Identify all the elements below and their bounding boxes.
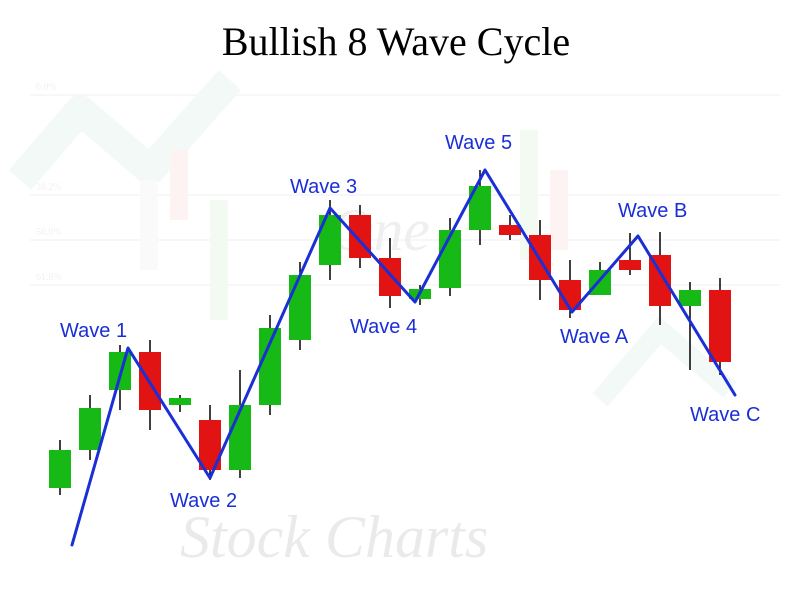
wave-label: Wave 5 — [445, 132, 512, 155]
bull-candle — [289, 275, 311, 340]
bear-candle — [619, 260, 641, 270]
bear-candle — [499, 225, 521, 235]
wave-label: Wave B — [618, 200, 687, 223]
bear-candle — [649, 255, 671, 306]
wave-label: Wave 3 — [290, 176, 357, 199]
wave-label: Wave 4 — [350, 316, 417, 339]
bull-candle — [589, 270, 611, 295]
wave-label: Wave 1 — [60, 320, 127, 343]
bull-candle — [49, 450, 71, 488]
bear-candle — [709, 290, 731, 362]
bull-candle — [79, 408, 101, 450]
wave-label: Wave C — [690, 404, 760, 427]
watermark-text: Stock Charts — [180, 503, 488, 572]
bull-candle — [229, 405, 251, 470]
wave-label: Wave A — [560, 326, 628, 349]
bull-candle — [679, 290, 701, 306]
bull-candle — [169, 398, 191, 405]
wave-polyline — [72, 170, 735, 545]
